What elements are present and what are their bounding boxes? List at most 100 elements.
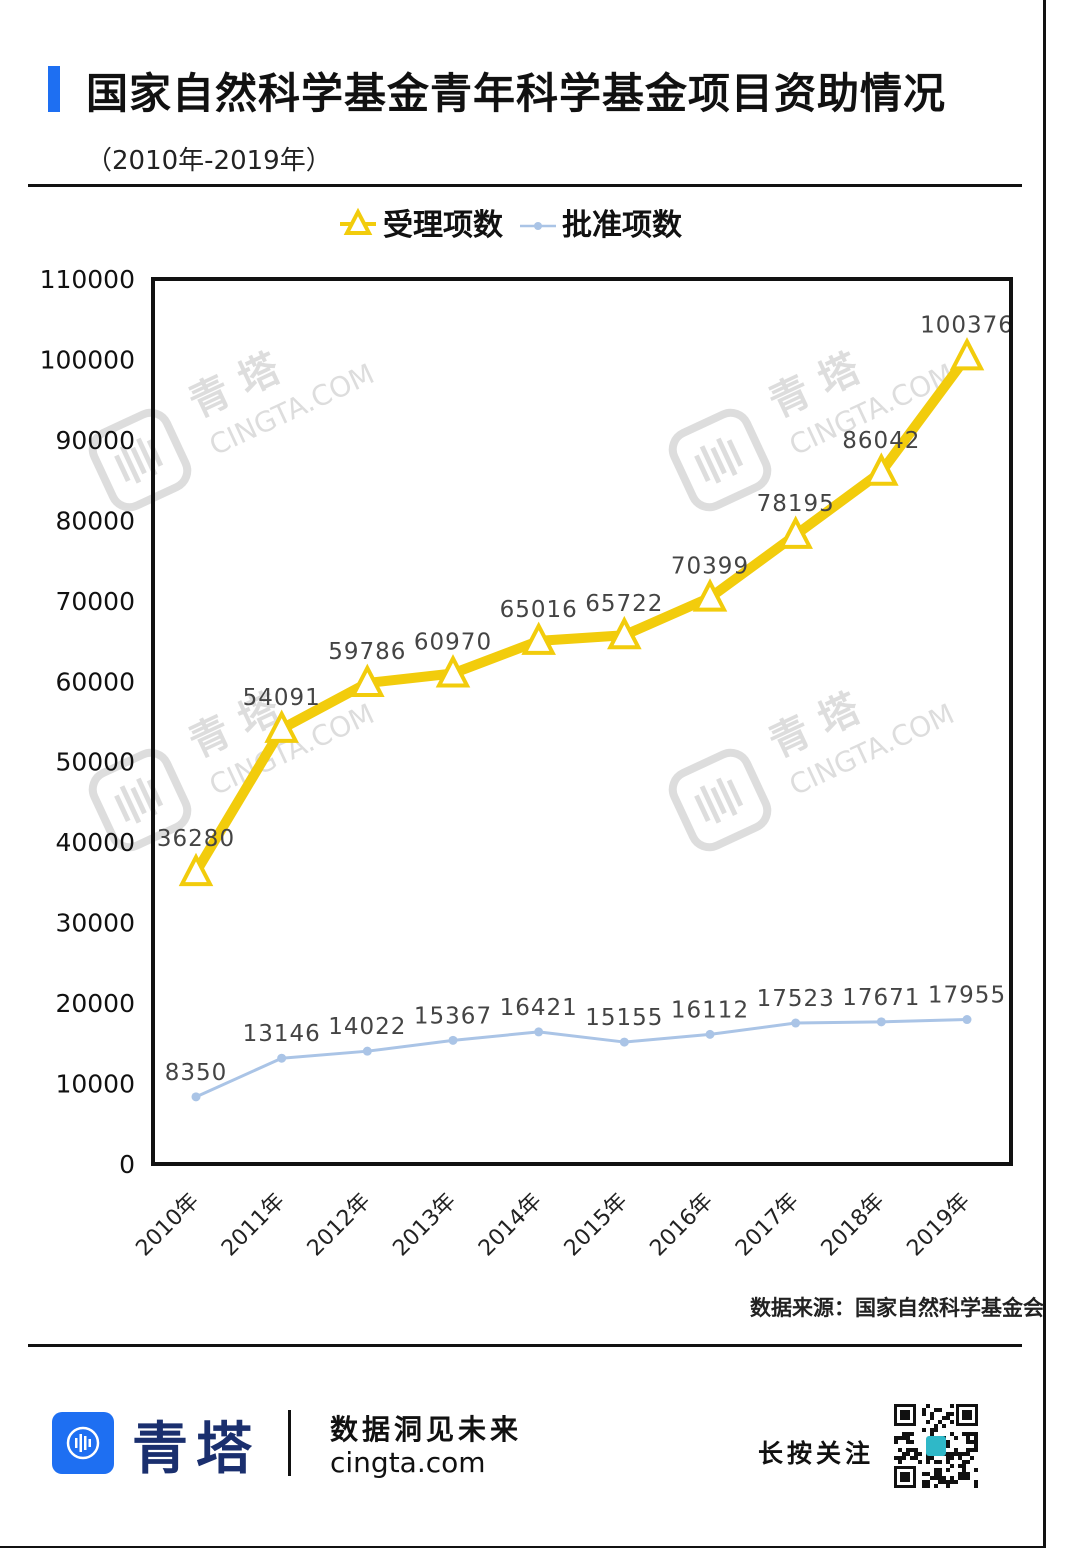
qr-module xyxy=(970,1448,974,1452)
point-applied xyxy=(350,663,385,697)
qr-module xyxy=(938,1420,942,1424)
qr-module xyxy=(926,1480,930,1484)
y-tick-label: 60000 xyxy=(55,667,135,696)
qr-module xyxy=(914,1456,918,1460)
y-tick-label: 50000 xyxy=(55,748,135,777)
y-tick-label: 0 xyxy=(119,1150,135,1179)
qr-module xyxy=(922,1428,926,1432)
qr-module xyxy=(946,1412,950,1416)
qr-module xyxy=(966,1432,970,1436)
data-label-approved: 8350 xyxy=(165,1060,228,1086)
series-line-applied xyxy=(191,353,972,875)
data-label-approved: 15155 xyxy=(585,1005,663,1031)
point-approved xyxy=(876,1017,886,1027)
qr-module xyxy=(974,1436,978,1440)
qr-module xyxy=(946,1456,950,1460)
data-label-approved: 17523 xyxy=(757,986,835,1012)
qr-module xyxy=(958,1472,962,1476)
qr-module xyxy=(950,1480,954,1484)
qr-module xyxy=(926,1456,930,1460)
qr-module xyxy=(934,1424,938,1428)
qr-module xyxy=(918,1460,922,1464)
qr-module xyxy=(894,1436,898,1440)
qr-module xyxy=(966,1452,970,1456)
data-label-applied: 86042 xyxy=(842,428,920,454)
chart-series xyxy=(178,337,985,1102)
qr-module xyxy=(974,1440,978,1444)
qr-module xyxy=(914,1448,918,1452)
qr-code-icon[interactable] xyxy=(892,1402,980,1490)
data-label-applied: 36280 xyxy=(157,826,235,852)
qr-module xyxy=(938,1408,942,1412)
point-approved xyxy=(705,1029,715,1039)
qr-module xyxy=(910,1440,914,1444)
qr-module xyxy=(942,1416,946,1420)
qr-module xyxy=(898,1436,902,1440)
point-applied xyxy=(435,654,471,688)
point-approved xyxy=(191,1092,201,1102)
bottom-divider xyxy=(28,1344,1022,1347)
qr-module xyxy=(966,1440,970,1444)
y-axis: 0 10000 20000 30000 40000 50000 60000 70000 8000… xyxy=(40,265,135,1179)
qr-module xyxy=(958,1476,962,1480)
qr-module xyxy=(894,1440,898,1444)
qr-module xyxy=(950,1404,954,1408)
qr-module xyxy=(970,1440,974,1444)
qr-module xyxy=(942,1480,946,1484)
watermark-bar xyxy=(694,454,711,482)
qr-module xyxy=(926,1404,930,1408)
legend-marker-approved xyxy=(534,222,542,230)
qr-module xyxy=(910,1432,914,1436)
qr-module xyxy=(914,1452,918,1456)
point-approved xyxy=(534,1027,544,1037)
watermark-logo-icon xyxy=(88,748,192,852)
qr-module xyxy=(934,1460,938,1464)
point-approved xyxy=(962,1015,972,1025)
qr-module xyxy=(922,1484,926,1488)
qr-module xyxy=(934,1476,938,1480)
data-label-applied: 65016 xyxy=(500,597,578,623)
watermark-bar xyxy=(726,439,744,467)
watermark-bar xyxy=(699,785,722,824)
x-tick-label: 2012年 xyxy=(303,1189,376,1262)
qr-module xyxy=(954,1448,958,1452)
point-approved xyxy=(277,1053,287,1063)
watermark-bar xyxy=(130,786,147,815)
data-label-approved: 16112 xyxy=(671,997,749,1023)
qr-module xyxy=(974,1468,978,1472)
brand-url[interactable]: cingta.com xyxy=(330,1446,486,1479)
x-tick-label: 2016年 xyxy=(645,1189,718,1262)
qr-module xyxy=(966,1436,970,1440)
qr-module xyxy=(918,1452,922,1456)
qr-module xyxy=(922,1480,926,1484)
qr-module xyxy=(930,1432,934,1436)
y-tick-label: 110000 xyxy=(40,265,135,294)
qr-module xyxy=(930,1416,934,1420)
qr-module xyxy=(966,1476,970,1480)
top-divider xyxy=(28,184,1022,187)
qr-module xyxy=(946,1468,950,1472)
chart-legend: 受理项数 批准项数 xyxy=(340,207,683,243)
qr-module xyxy=(974,1448,978,1452)
watermark-logo-icon xyxy=(668,408,772,512)
qr-module xyxy=(922,1408,926,1412)
watermark-bar xyxy=(710,786,727,815)
qr-module xyxy=(898,1448,902,1452)
qr-module xyxy=(938,1468,942,1472)
point-applied xyxy=(178,852,214,887)
qr-module xyxy=(922,1472,926,1476)
qr-module xyxy=(910,1456,914,1460)
qr-module xyxy=(946,1460,950,1464)
qr-module xyxy=(974,1432,978,1436)
qr-module xyxy=(974,1480,978,1484)
qr-module xyxy=(958,1452,962,1456)
footer-separator xyxy=(288,1410,291,1476)
qr-module xyxy=(938,1472,942,1476)
qr-module xyxy=(946,1452,950,1456)
qr-module xyxy=(954,1436,958,1440)
qr-module xyxy=(910,1448,914,1452)
qr-module xyxy=(970,1456,974,1460)
qr-module xyxy=(974,1444,978,1448)
qr-module xyxy=(926,1420,930,1424)
